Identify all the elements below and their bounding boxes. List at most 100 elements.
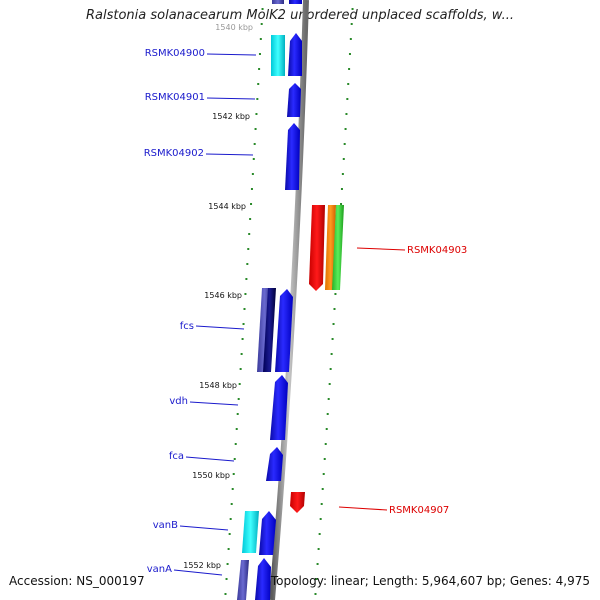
kbp-label: 1552 kbp: [183, 561, 221, 570]
scale-tick: [243, 308, 246, 310]
gene-feature-rsmk04900[interactable]: [288, 33, 302, 76]
scale-tick: [231, 488, 234, 490]
gene-label[interactable]: vdh: [169, 396, 188, 407]
scale-tick: [249, 218, 252, 220]
gene-label[interactable]: RSMK04901: [145, 92, 205, 103]
scale-tick: [314, 593, 317, 595]
gene-feature-cyan-2[interactable]: [242, 511, 259, 553]
gene-label[interactable]: RSMK04907: [389, 505, 449, 516]
scale-tick: [227, 548, 230, 550]
scale-tick: [342, 158, 345, 160]
scale-tick: [224, 593, 227, 595]
gene-label[interactable]: RSMK04902: [144, 148, 204, 159]
scale-tick: [318, 533, 321, 535]
scale-tick: [322, 473, 325, 475]
leader-line: [179, 525, 229, 531]
scale-tick: [229, 518, 232, 520]
scale-tick: [226, 563, 229, 565]
gene-label[interactable]: vanA: [147, 564, 172, 575]
scale-tick: [239, 368, 242, 370]
scale-tick: [325, 428, 328, 430]
leader-line: [338, 506, 388, 511]
gene-label[interactable]: RSMK04900: [145, 48, 205, 59]
leader-line: [185, 456, 235, 462]
gene-label[interactable]: fcs: [180, 321, 194, 332]
scale-tick: [346, 98, 349, 100]
kbp-label: 1548 kbp: [199, 381, 237, 390]
scale-tick: [321, 488, 324, 490]
scale-tick: [315, 578, 318, 580]
gene-label[interactable]: vanB: [153, 520, 178, 531]
gene-label[interactable]: fca: [169, 451, 184, 462]
gene-feature-vdh[interactable]: [270, 375, 288, 440]
scale-tick: [235, 428, 238, 430]
scale-tick: [248, 233, 251, 235]
accession-text: Accession: NS_000197: [9, 574, 145, 588]
scale-tick: [256, 98, 259, 100]
scale-tick: [323, 458, 326, 460]
scale-tick: [242, 323, 245, 325]
scale-tick: [257, 83, 260, 85]
label-leaders: [173, 53, 406, 576]
scale-tick: [341, 173, 344, 175]
scale-tick: [261, 8, 264, 10]
gene-feature-cyan[interactable]: [271, 35, 285, 76]
gene-feature-rsmk04901[interactable]: [287, 83, 301, 117]
scale-tick: [253, 143, 256, 145]
scale-tick: [258, 53, 261, 55]
map-title: Ralstonia solanacearum MolK2 unordered u…: [85, 8, 514, 23]
scale-tick: [252, 158, 255, 160]
kbp-label: 1540 kbp: [215, 23, 253, 32]
scale-tick: [334, 293, 337, 295]
scale-tick: [344, 128, 347, 130]
scale-tick: [255, 113, 258, 115]
scale-tick: [237, 398, 240, 400]
scale-tick: [228, 533, 231, 535]
scale-tick: [343, 143, 346, 145]
scale-tick: [328, 383, 331, 385]
gene-feature-fca[interactable]: [266, 447, 283, 481]
gene-feature-rsmk04903[interactable]: [309, 205, 325, 291]
scale-tick: [351, 8, 354, 10]
scale-tick: [240, 353, 243, 355]
gene-feature-rsmk04907[interactable]: [290, 492, 305, 513]
gene-label[interactable]: RSMK04903: [407, 245, 467, 256]
gene-feature-navy[interactable]: [263, 288, 276, 372]
gene-feature-vanb[interactable]: [259, 511, 276, 555]
gene-feature-rsmk04903-green[interactable]: [332, 205, 344, 290]
scale-tick: [340, 188, 343, 190]
kbp-label: 1542 kbp: [212, 112, 250, 121]
gene-feature-rsmk04902[interactable]: [285, 123, 300, 190]
leader-line: [205, 153, 254, 156]
scale-tick: [349, 38, 352, 40]
leader-line: [356, 247, 406, 251]
scale-tick: [348, 53, 351, 55]
scale-tick: [254, 128, 257, 130]
scale-tick: [329, 368, 332, 370]
genome-backbone: [269, 0, 309, 600]
scale-tick: [319, 518, 322, 520]
scale-tick: [233, 458, 236, 460]
gene-features: [237, 0, 344, 600]
gene-feature-vana[interactable]: [255, 558, 271, 600]
scale-tick: [347, 83, 350, 85]
leader-line: [195, 325, 245, 330]
scale-tick: [320, 503, 323, 505]
kbp-label: 1546 kbp: [204, 291, 242, 300]
gene-feature-partial[interactable]: [272, 0, 284, 4]
scale-tick: [225, 578, 228, 580]
scale-tick: [244, 293, 247, 295]
gene-feature-partial[interactable]: [289, 0, 302, 4]
scale-tick: [317, 548, 320, 550]
gene-feature-fcs[interactable]: [275, 289, 293, 372]
scale-tick: [234, 443, 237, 445]
leader-line: [206, 97, 256, 100]
scale-tick: [236, 413, 239, 415]
scale-tick: [350, 23, 353, 25]
gene-feature-slate-2[interactable]: [237, 560, 249, 600]
scale-tick: [246, 263, 249, 265]
scale-tick: [340, 203, 343, 205]
scale-tick: [250, 188, 253, 190]
